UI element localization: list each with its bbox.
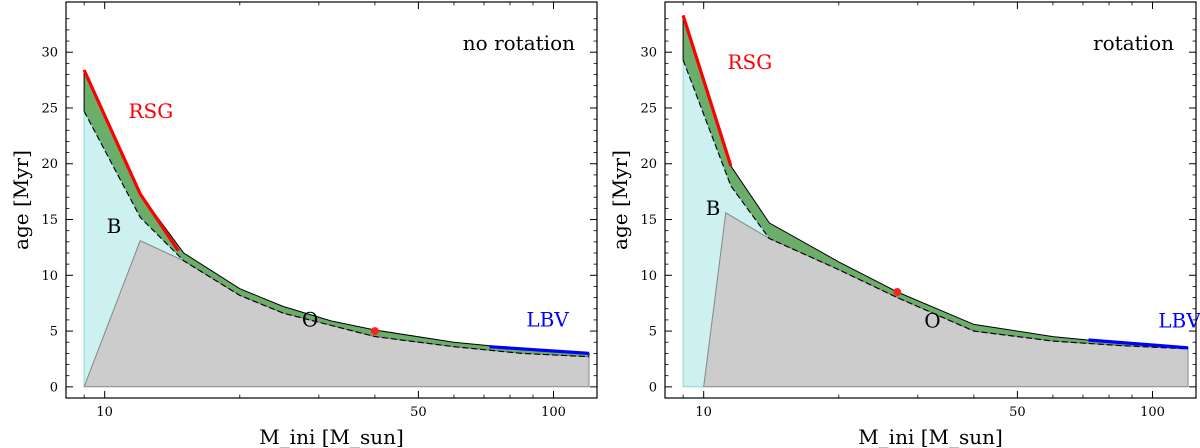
y-tick-label: 30 (41, 46, 58, 61)
y-axis-label: age [Myr] (608, 150, 632, 250)
x-axis-label: M_ini [M_sun] (858, 425, 1003, 448)
y-tick-label: 30 (640, 46, 657, 61)
panel-rotation: RSG B O LBV rotation 0 5 10 15 20 25 30 10 50 100 age [… (608, 1, 1200, 448)
lbv-line (489, 345, 590, 355)
y-tick-label: 25 (41, 101, 58, 116)
y-tick-label: 0 (50, 380, 58, 395)
x-tick-label: 100 (541, 405, 566, 420)
o-region-label: O (924, 309, 940, 333)
x-tick-label: 50 (410, 405, 427, 420)
panel-no-rotation: RSG B O LBV no rotation 0 5 10 15 20 25 30 10 50 100 ag… (9, 1, 598, 448)
transition-marker (893, 288, 902, 297)
y-axis-label: age [Myr] (9, 150, 33, 250)
o-region-label: O (302, 308, 318, 332)
x-tick-label: 100 (1140, 405, 1165, 420)
main-sequence-end-line (682, 59, 1189, 350)
rsg-line (82, 69, 180, 252)
y-tick-label: 20 (640, 157, 657, 172)
y-tick-label: 0 (649, 380, 657, 395)
y-tick-label: 10 (640, 269, 657, 284)
x-tick-label: 50 (1009, 405, 1026, 420)
y-tick-label: 15 (640, 213, 657, 228)
rsg-line (681, 14, 733, 167)
plot-frame (65, 1, 598, 399)
panel-label: rotation (1093, 31, 1174, 55)
lbv-label: LBV (1158, 309, 1200, 333)
y-tick-label: 15 (41, 213, 58, 228)
lbv-line (1088, 338, 1189, 350)
b-region-label: B (706, 196, 721, 220)
o-star-region (83, 240, 590, 388)
lbv-label: LBV (526, 308, 569, 332)
x-tick-label: 10 (695, 405, 712, 420)
y-tick-label: 20 (41, 157, 58, 172)
x-axis-label: M_ini [M_sun] (259, 425, 404, 448)
b-region-label: B (107, 214, 122, 238)
rsg-label: RSG (129, 99, 174, 123)
y-tick-label: 25 (640, 101, 657, 116)
plot-frame (664, 1, 1197, 399)
y-tick-label: 10 (41, 269, 58, 284)
y-tick-label: 5 (50, 325, 58, 340)
x-tick-label: 10 (96, 405, 113, 420)
panel-label: no rotation (463, 31, 575, 55)
y-tick-label: 5 (649, 325, 657, 340)
rsg-label: RSG (728, 50, 773, 74)
transition-marker (370, 327, 379, 336)
main-sequence-end-line (83, 111, 590, 358)
